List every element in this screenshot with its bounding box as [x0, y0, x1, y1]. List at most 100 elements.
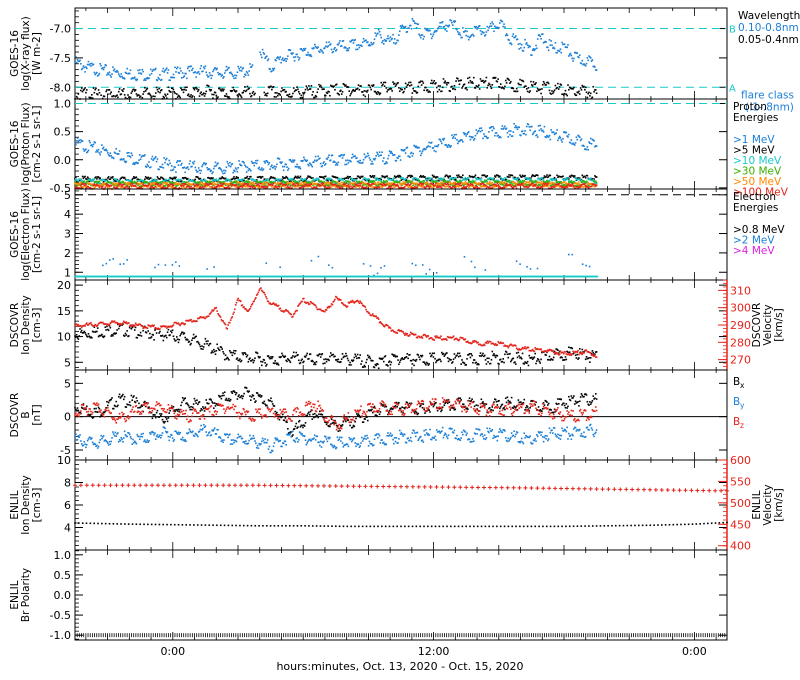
- data-point: [339, 179, 341, 181]
- data-point: [401, 183, 404, 186]
- data-point: [247, 88, 250, 90]
- data-point: [291, 178, 293, 180]
- data-point: [324, 179, 327, 182]
- data-point: [588, 183, 590, 185]
- data-point: [466, 185, 468, 187]
- data-point: [123, 176, 126, 179]
- data-point: [204, 179, 207, 182]
- data-point: [265, 183, 267, 185]
- data-point: [353, 179, 356, 182]
- data-point: [526, 178, 529, 181]
- data-point: [184, 186, 187, 189]
- data-point: [561, 141, 563, 143]
- data-point: [545, 41, 547, 43]
- data-point: [285, 60, 287, 63]
- data-point: [310, 186, 313, 188]
- data-point: [225, 65, 228, 68]
- data-point: [584, 185, 587, 188]
- data-point: [273, 185, 276, 188]
- data-point: [263, 183, 266, 185]
- data-point: [220, 75, 223, 77]
- data-point: [197, 182, 200, 185]
- data-point: [448, 89, 451, 92]
- data-point: [478, 127, 481, 130]
- data-point: [515, 125, 517, 127]
- data-point: [329, 94, 331, 97]
- data-point: [359, 44, 361, 47]
- data-point: [455, 186, 457, 188]
- data-point: [367, 178, 370, 180]
- data-point: [539, 179, 542, 181]
- data-point: [260, 168, 262, 171]
- data-point: [299, 97, 302, 99]
- data-point: [430, 185, 432, 187]
- data-point: [444, 175, 446, 178]
- data-point: [419, 185, 422, 188]
- data-point: [360, 181, 362, 184]
- data-point: [283, 181, 286, 183]
- data-point: [199, 186, 202, 188]
- data-point: [345, 186, 348, 188]
- data-point: [399, 159, 402, 161]
- data-point: [380, 154, 383, 157]
- data-point: [552, 178, 555, 180]
- data-point: [429, 145, 431, 148]
- data-point: [331, 154, 334, 157]
- data-point: [547, 183, 550, 186]
- data-point: [414, 177, 416, 179]
- data-point: [344, 46, 346, 48]
- data-point: [275, 59, 277, 62]
- data-point: [139, 95, 142, 98]
- data-point: [318, 178, 320, 181]
- data-point: [477, 178, 479, 180]
- data-point: [441, 21, 443, 24]
- data-point: [451, 185, 454, 188]
- data-point: [547, 180, 550, 182]
- data-point: [191, 183, 193, 185]
- data-point: [370, 88, 372, 91]
- data-point: [206, 185, 208, 187]
- data-point: [309, 163, 312, 165]
- data-point: [488, 83, 491, 86]
- data-point: [340, 45, 343, 47]
- data-point: [223, 75, 225, 78]
- data-point: [263, 178, 266, 180]
- data-point: [383, 181, 386, 183]
- data-point: [154, 185, 157, 188]
- data-point: [470, 175, 473, 178]
- data-point: [404, 82, 407, 85]
- data-point: [190, 186, 192, 188]
- data-point: [91, 184, 94, 187]
- data-point: [567, 185, 569, 188]
- data-point: [302, 159, 304, 162]
- data-point: [446, 185, 449, 187]
- data-point: [484, 181, 487, 183]
- data-point: [435, 176, 438, 178]
- data-point: [113, 178, 116, 180]
- data-point: [491, 178, 494, 181]
- data-point: [305, 54, 308, 56]
- data-point: [242, 185, 245, 188]
- data-point: [149, 181, 151, 183]
- data-point: [357, 44, 360, 46]
- data-point: [278, 58, 281, 61]
- data-point: [350, 92, 352, 95]
- data-point: [121, 176, 123, 179]
- data-point: [93, 180, 96, 183]
- data-point: [222, 182, 224, 185]
- data-point: [149, 185, 152, 187]
- data-point: [154, 178, 156, 181]
- data-point: [382, 157, 385, 159]
- data-point: [253, 93, 255, 96]
- data-point: [547, 181, 549, 183]
- data-point: [217, 181, 219, 184]
- data-point: [118, 182, 121, 185]
- data-point: [485, 135, 488, 138]
- data-point: [158, 168, 160, 171]
- data-point: [528, 126, 531, 128]
- data-point: [581, 185, 584, 188]
- data-point: [271, 176, 273, 179]
- data-point: [295, 166, 298, 168]
- data-point: [384, 176, 387, 178]
- data-point: [303, 182, 305, 185]
